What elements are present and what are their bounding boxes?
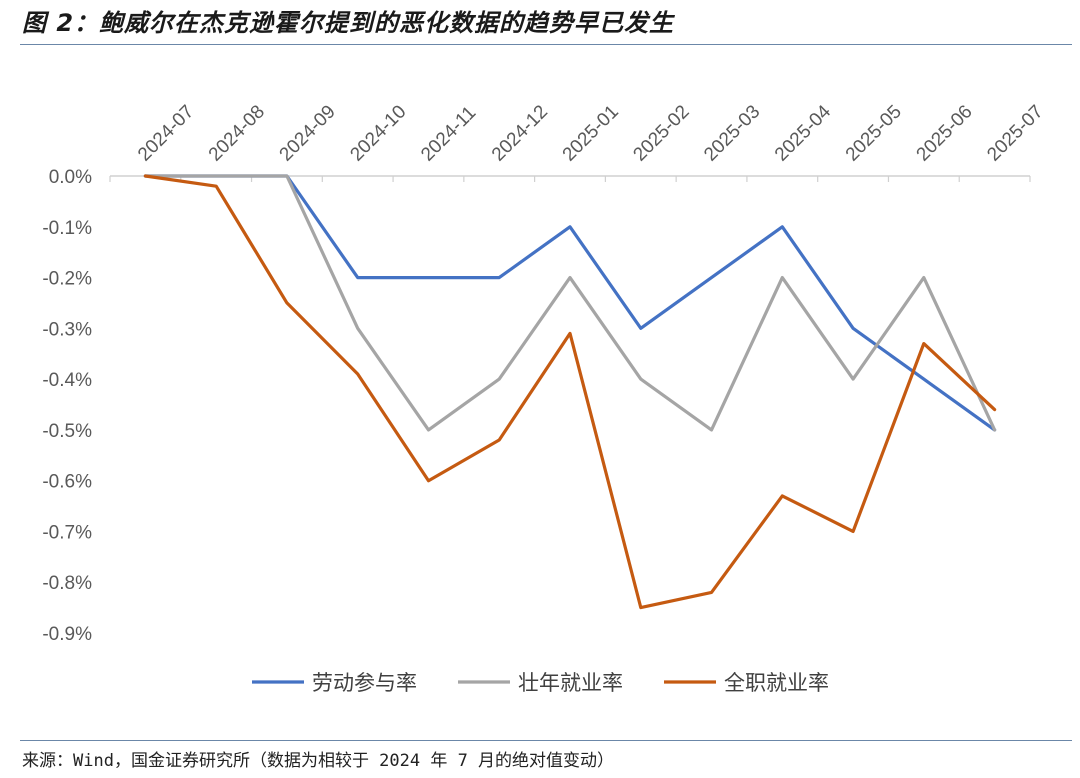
legend-label: 劳动参与率 <box>312 672 417 695</box>
legend-label: 壮年就业率 <box>518 672 623 695</box>
x-tick-label: 2025-01 <box>559 101 623 165</box>
source-note: 来源：Wind，国金证券研究所（数据为相较于 2024 年 7 月的绝对值变动） <box>22 751 615 771</box>
x-tick-label: 2025-04 <box>771 101 835 165</box>
x-tick-label: 2025-07 <box>983 101 1047 165</box>
y-tick-label: -0.2% <box>42 269 92 290</box>
x-tick-label: 2024-07 <box>134 101 198 165</box>
x-tick-label: 2024-10 <box>346 101 410 165</box>
legend-label: 全职就业率 <box>724 672 829 695</box>
y-tick-label: -0.8% <box>42 573 92 594</box>
x-tick-label: 2025-05 <box>842 101 906 165</box>
series-line-3 <box>143 174 997 610</box>
x-tick-label: 2024-11 <box>417 102 480 165</box>
y-tick-label: -0.1% <box>42 218 92 239</box>
x-tick-label: 2025-03 <box>700 101 764 165</box>
x-tick-label: 2024-12 <box>488 101 552 165</box>
title-divider <box>20 44 1072 45</box>
y-tick-label: 0.0% <box>49 167 92 188</box>
line-chart: 2024-07 2024-08 2024-09 2024-10 2024-11 2024-… <box>42 101 1047 695</box>
x-tick-label: 2025-02 <box>629 101 693 165</box>
y-tick-label: -0.7% <box>42 522 92 543</box>
y-tick-label: -0.6% <box>42 472 92 493</box>
x-tick-label: 2024-09 <box>276 101 340 165</box>
x-tick-label: 2025-06 <box>913 101 977 165</box>
chart-title: 图 2：鲍威尔在杰克逊霍尔提到的恶化数据的趋势早已发生 <box>22 9 675 37</box>
footer-divider <box>20 740 1072 741</box>
y-tick-label: -0.9% <box>42 624 92 645</box>
y-tick-label: -0.4% <box>42 370 92 391</box>
series-line-1 <box>143 174 997 432</box>
series-line-2 <box>143 174 997 432</box>
y-tick-label: -0.5% <box>42 421 92 442</box>
legend: 劳动参与率 壮年就业率 全职就业率 <box>252 672 829 695</box>
x-tick-label: 2024-08 <box>205 101 269 165</box>
series-layer <box>143 174 997 610</box>
y-tick-label: -0.3% <box>42 319 92 340</box>
